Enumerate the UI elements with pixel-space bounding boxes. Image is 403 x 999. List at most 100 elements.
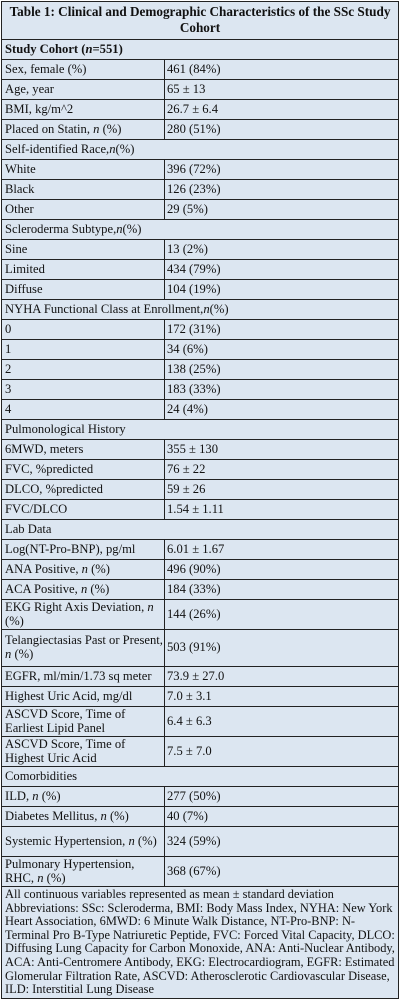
row-value: 7.0 ± 3.1 (167, 688, 212, 703)
row-label: Diffuse (2, 280, 165, 299)
row-label: EKG Right Axis Deviation, n (%) (2, 600, 165, 629)
table-row: Systemic Hypertension, n (%) 324 (59%) (2, 827, 398, 857)
row-label: 4 (2, 400, 165, 419)
row-label: FVC/DLCO (2, 500, 165, 519)
row-value: 184 (33%) (167, 581, 221, 596)
row-value: 76 ± 22 (167, 461, 206, 476)
table-row: 3 183 (33%) (2, 380, 398, 400)
table-row: Pulmonary Hypertension, RHC, n (%) 368 (6… (2, 857, 398, 887)
row-label: Black (2, 180, 165, 199)
table-title: Table 1: Clinical and Demographic Charac… (2, 2, 398, 40)
table-row: FVC/DLCO 1.54 ± 1.11 (2, 500, 398, 520)
cohort-label-suffix: =551) (92, 42, 123, 56)
table-row: ASCVD Score, Time of Earliest Lipid Pane… (2, 707, 398, 737)
row-value: 503 (91%) (167, 640, 221, 655)
row-label: 2 (2, 360, 165, 379)
row-value: 368 (67%) (167, 863, 221, 878)
table-footnote: All continuous variables represented as … (5, 887, 395, 997)
table-row: Sine 13 (2%) (2, 240, 398, 260)
row-value: 104 (19%) (167, 281, 221, 296)
row-label: 0 (2, 320, 165, 339)
row-value: 126 (23%) (167, 181, 221, 196)
section-heading: Self-identified Race, n (%) (2, 140, 398, 160)
table-row: FVC, %predicted 76 ± 22 (2, 460, 398, 480)
row-value: 65 ± 13 (167, 81, 206, 96)
row-label: Sine (2, 240, 165, 259)
row-label: BMI, kg/m^2 (2, 100, 165, 119)
table-row: Telangiectasias Past or Present, n (%) 50… (2, 630, 398, 667)
row-value: 73.9 ± 27.0 (167, 668, 225, 683)
table-row: Placed on Statin, n (%) 280 (51%) (2, 120, 398, 140)
cohort-label-prefix: Study Cohort ( (5, 42, 86, 56)
row-value: 434 (79%) (167, 261, 221, 276)
table-row: EGFR, ml/min/1.73 sq meter 73.9 ± 27.0 (2, 667, 398, 687)
row-label: White (2, 160, 165, 179)
table-row: 4 24 (4%) (2, 400, 398, 420)
row-value: 6.4 ± 6.3 (167, 713, 212, 728)
row-label: Log(NT-Pro-BNP), pg/ml (2, 540, 165, 559)
table-row: White 396 (72%) (2, 160, 398, 180)
section-heading: Scleroderma Subtype, n (%) (2, 220, 398, 240)
row-label: ASCVD Score, Time of Earliest Lipid Pane… (2, 707, 165, 736)
table-row: Diffuse 104 (19%) (2, 280, 398, 300)
row-value: 396 (72%) (167, 161, 221, 176)
cohort-header: Study Cohort (n =551) (2, 40, 398, 60)
table-row: Highest Uric Acid, mg/dl 7.0 ± 3.1 (2, 687, 398, 707)
row-label: 6MWD, meters (2, 440, 165, 459)
table-row: Other 29 (5%) (2, 200, 398, 220)
row-value: 59 ± 26 (167, 481, 206, 496)
row-value: 277 (50%) (167, 788, 221, 803)
table-row: 2 138 (25%) (2, 360, 398, 380)
table-row: 6MWD, meters 355 ± 130 (2, 440, 398, 460)
row-value: 280 (51%) (167, 121, 221, 136)
row-value: 29 (5%) (167, 201, 208, 216)
section-heading: Pulmonological History (2, 420, 398, 440)
row-label: ILD, n (%) (2, 787, 165, 806)
row-label: 1 (2, 340, 165, 359)
table-row: ASCVD Score, Time of Highest Uric Acid 7.… (2, 737, 398, 767)
row-label: ACA Positive, n (%) (2, 580, 165, 599)
table-row: Diabetes Mellitus, n (%) 40 (7%) (2, 807, 398, 827)
table-row: Age, year 65 ± 13 (2, 80, 398, 100)
table-row: Log(NT-Pro-BNP), pg/ml 6.01 ± 1.67 (2, 540, 398, 560)
row-label: FVC, %predicted (2, 460, 165, 479)
row-label: Age, year (2, 80, 165, 99)
table-row: 1 34 (6%) (2, 340, 398, 360)
row-label: Telangiectasias Past or Present, n (%) (2, 630, 165, 666)
row-label: Other (2, 200, 165, 219)
row-value: 138 (25%) (167, 361, 221, 376)
row-label: Diabetes Mellitus, n (%) (2, 807, 165, 826)
row-value: 6.01 ± 1.67 (167, 541, 225, 556)
row-value: 26.7 ± 6.4 (167, 101, 218, 116)
table-row: BMI, kg/m^2 26.7 ± 6.4 (2, 100, 398, 120)
row-value: 144 (26%) (167, 606, 221, 621)
cohort-label-n: n (85, 42, 93, 56)
row-value: 13 (2%) (167, 241, 208, 256)
section-heading: Lab Data (2, 520, 398, 540)
table-row: Sex, female (%) 461 (84%) (2, 60, 398, 80)
row-label: ASCVD Score, Time of Highest Uric Acid (2, 737, 165, 766)
row-label: 3 (2, 380, 165, 399)
row-value: 172 (31%) (167, 321, 221, 336)
row-label: Sex, female (%) (2, 60, 165, 79)
row-label: Highest Uric Acid, mg/dl (2, 687, 165, 706)
row-label: ANA Positive, n (%) (2, 560, 165, 579)
row-value: 496 (90%) (167, 561, 221, 576)
section-heading: NYHA Functional Class at Enrollment, n (… (2, 300, 398, 320)
table-row: Black 126 (23%) (2, 180, 398, 200)
table-row: DLCO, %predicted 59 ± 26 (2, 480, 398, 500)
table-row: EKG Right Axis Deviation, n (%) 144 (26%) (2, 600, 398, 630)
row-label: Systemic Hypertension, n (%) (2, 827, 165, 856)
row-value: 355 ± 130 (167, 441, 218, 456)
section-heading: Comorbidities (2, 767, 398, 787)
row-value: 34 (6%) (167, 341, 208, 356)
row-label: Limited (2, 260, 165, 279)
row-value: 40 (7%) (167, 808, 208, 823)
row-value: 7.5 ± 7.0 (167, 743, 212, 758)
row-value: 461 (84%) (167, 61, 221, 76)
row-label: EGFR, ml/min/1.73 sq meter (2, 667, 165, 686)
row-label: DLCO, %predicted (2, 480, 165, 499)
table-row: ILD, n (%) 277 (50%) (2, 787, 398, 807)
table-row: ANA Positive, n (%) 496 (90%) (2, 560, 398, 580)
